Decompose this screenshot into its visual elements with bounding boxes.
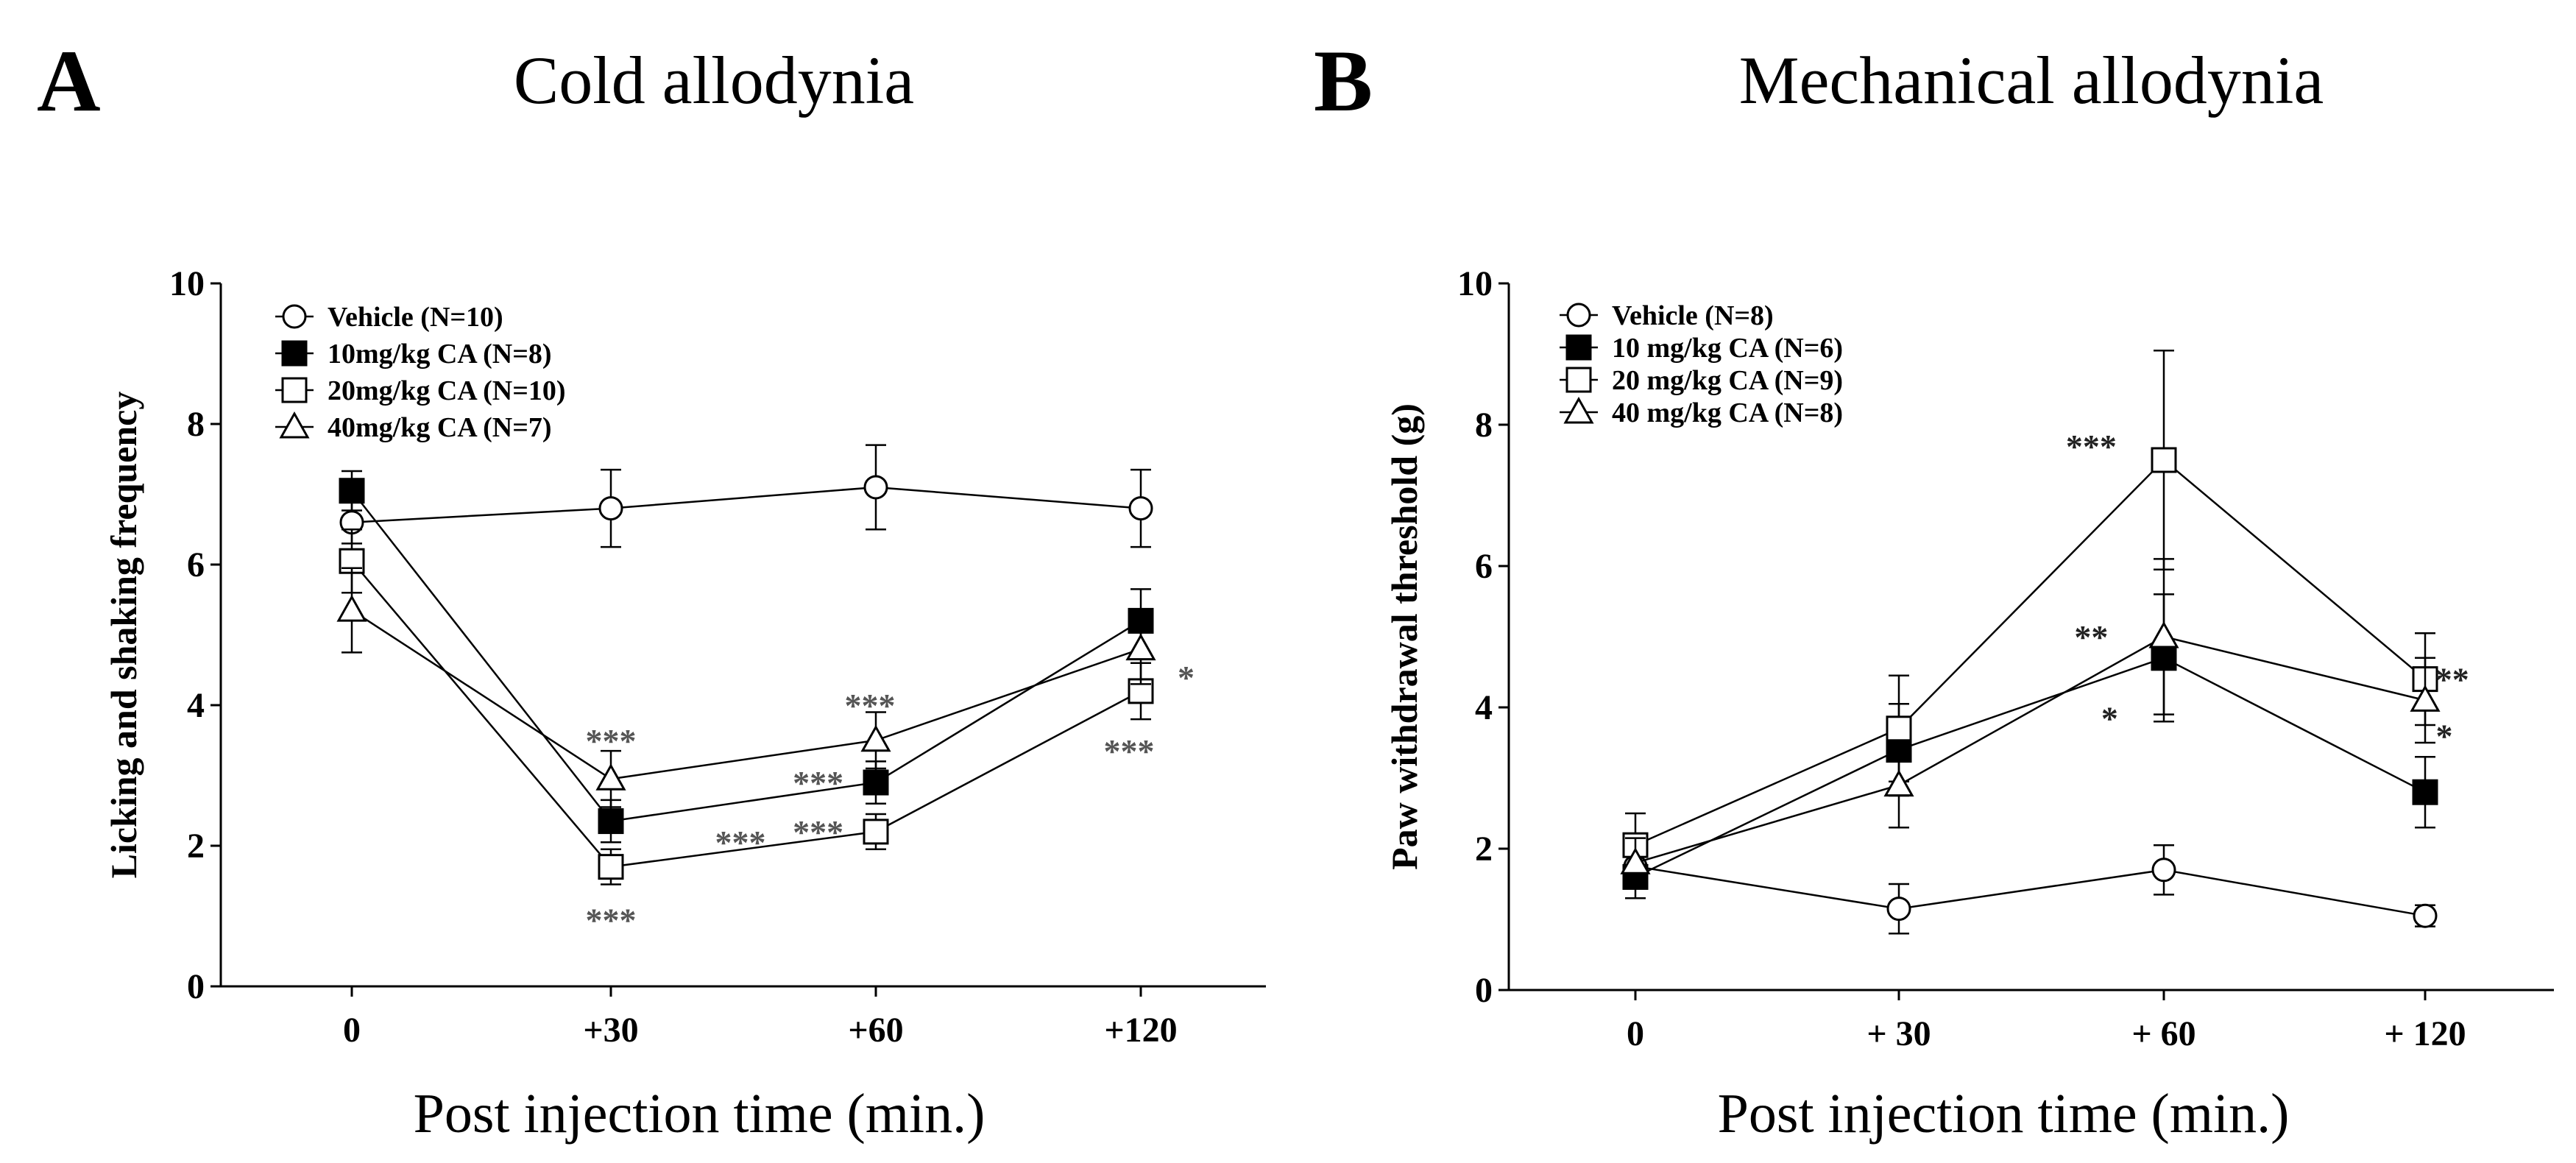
- series-2: [339, 470, 1154, 844]
- legend-entry: 20mg/kg CA (N=10): [328, 375, 566, 406]
- panel-b: B Mechanical allodynia 0 2 4 6 8 10 0 + 30 + 60 + 1…: [1314, 32, 2554, 1145]
- legend-marker: [1566, 303, 1591, 328]
- legend-marker: [281, 377, 308, 403]
- significance-marker: *: [2436, 717, 2453, 754]
- legend-marker: [282, 304, 307, 329]
- series-line: [1635, 459, 2426, 846]
- data-point: [2412, 779, 2438, 805]
- legend-entry: 20 mg/kg CA (N=9): [1612, 365, 1843, 396]
- data-point: [2413, 903, 2438, 928]
- x-tick-label: + 120: [2384, 1014, 2466, 1053]
- panel-title: Cold allodynia: [514, 43, 914, 118]
- data-point: [1620, 847, 1651, 874]
- series-1: [339, 444, 1153, 548]
- legend-entry: 40mg/kg CA (N=7): [328, 412, 552, 443]
- x-axis-label: Post injection time (min.): [1718, 1083, 2290, 1145]
- x-tick-label: + 60: [2131, 1014, 2195, 1053]
- legend-marker: [1565, 367, 1592, 393]
- series-line: [351, 560, 1142, 868]
- legend-entry: 10 mg/kg CA (N=6): [1612, 333, 1843, 364]
- series-4: [1620, 558, 2441, 889]
- legend-entry: 10mg/kg CA (N=8): [328, 339, 552, 370]
- significance-marker: ***: [2066, 428, 2117, 465]
- y-tick-label: 4: [1475, 688, 1493, 727]
- significance-marker: ***: [586, 722, 637, 760]
- y-tick-label: 2: [1475, 830, 1493, 869]
- significance-marker: ***: [715, 824, 766, 861]
- x-tick-label: +30: [583, 1011, 638, 1050]
- panel-title: Mechanical allodynia: [1739, 43, 2324, 118]
- significance-marker: ***: [793, 813, 843, 851]
- data-point: [598, 854, 624, 880]
- y-tick-label: 6: [1475, 547, 1493, 586]
- series-1: [1623, 844, 2438, 935]
- data-point: [2151, 858, 2176, 883]
- panel-letter: B: [1314, 32, 1373, 130]
- series-line: [1635, 657, 2426, 878]
- significance-marker: ***: [1104, 732, 1155, 770]
- data-point: [1886, 715, 1912, 742]
- significance-marker: *: [2101, 699, 2118, 737]
- series-line: [1635, 635, 2426, 864]
- data-point: [598, 496, 623, 521]
- y-tick-label: 0: [187, 967, 205, 1006]
- x-axis-label: Post injection time (min.): [414, 1083, 986, 1145]
- series-line: [351, 489, 1142, 822]
- data-point: [1883, 769, 1914, 797]
- data-point: [1128, 496, 1153, 521]
- data-point: [863, 769, 889, 796]
- x-tick-label: +60: [848, 1011, 903, 1050]
- y-tick-label: 6: [187, 545, 205, 584]
- significance-marker: **: [2074, 618, 2108, 656]
- legend-marker: [1565, 334, 1592, 361]
- y-tick-label: 2: [187, 827, 205, 866]
- significance-marker: *: [1178, 659, 1195, 696]
- y-axis-label: Paw withdrawal threshold (g): [1384, 403, 1425, 870]
- data-point: [2151, 447, 2177, 473]
- y-tick-label: 8: [1475, 406, 1493, 445]
- y-tick-label: 4: [187, 686, 205, 725]
- series-3: [1622, 349, 2438, 878]
- y-tick-label: 8: [187, 405, 205, 444]
- data-point: [863, 475, 888, 500]
- data-point: [2148, 621, 2179, 648]
- legend-entry: 40 mg/kg CA (N=8): [1612, 397, 1843, 428]
- series-line: [351, 609, 1142, 780]
- significance-marker: ***: [845, 687, 896, 724]
- x-tick-label: 0: [1627, 1014, 1644, 1053]
- legend-entry: Vehicle (N=8): [1612, 300, 1774, 331]
- data-point: [860, 724, 891, 752]
- y-tick-label: 10: [1457, 264, 1493, 303]
- series-4: [336, 567, 1156, 808]
- series-line: [351, 486, 1142, 523]
- legend-marker: [279, 411, 310, 439]
- data-point: [339, 478, 365, 504]
- data-point: [863, 819, 889, 845]
- legend-marker: [1563, 396, 1594, 424]
- panel-a: A Cold allodynia 0 2 4 6 8 10 0 +30 +60 +120 Post in…: [37, 32, 1266, 1145]
- x-tick-label: +120: [1104, 1011, 1177, 1050]
- series-2: [1622, 593, 2438, 899]
- data-point: [595, 763, 626, 791]
- y-axis-label: Licking and shaking frequency: [103, 392, 144, 879]
- y-tick-label: 0: [1475, 971, 1493, 1010]
- significance-marker: ***: [586, 901, 637, 938]
- x-tick-label: + 30: [1866, 1014, 1931, 1053]
- legend-entry: Vehicle (N=10): [328, 302, 503, 333]
- x-tick-label: 0: [343, 1011, 361, 1050]
- data-point: [336, 595, 367, 622]
- panel-letter: A: [37, 32, 101, 130]
- data-point: [2410, 685, 2441, 712]
- legend-marker: [281, 340, 308, 367]
- significance-marker: **: [2435, 661, 2469, 699]
- data-point: [1125, 633, 1156, 661]
- data-point: [1886, 897, 1911, 922]
- data-point: [598, 808, 624, 835]
- significance-marker: ***: [793, 764, 843, 802]
- y-tick-label: 10: [169, 264, 205, 303]
- series-line: [1635, 865, 2426, 917]
